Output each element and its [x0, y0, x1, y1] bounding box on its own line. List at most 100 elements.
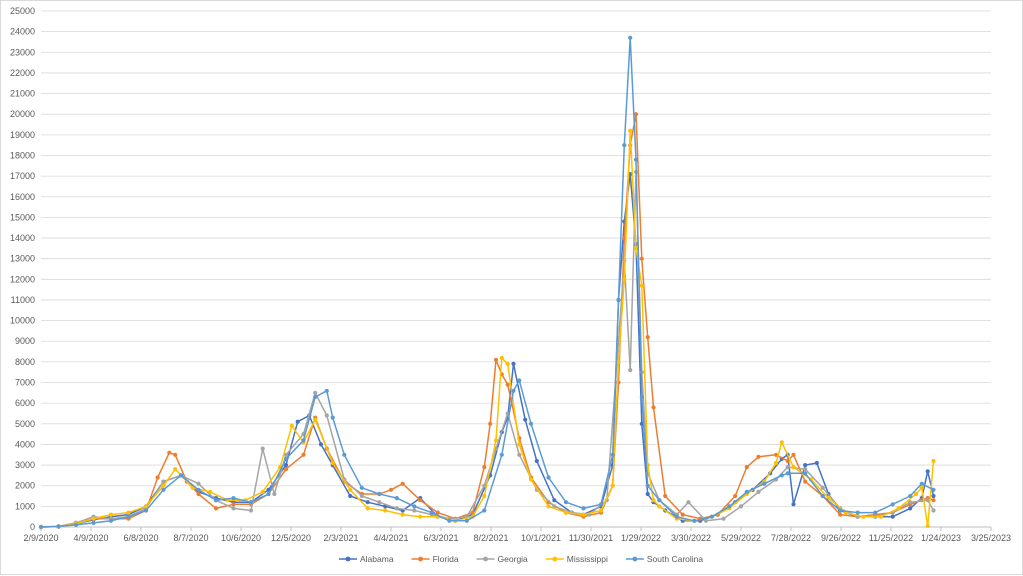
data-point	[283, 463, 289, 468]
legend: Alabama Florida Georgia Mississippi South Ca…	[339, 554, 703, 564]
data-point	[248, 500, 254, 505]
data-point	[663, 493, 668, 499]
data-point	[365, 506, 370, 511]
data-point	[517, 378, 522, 383]
series-south-carolina	[38, 35, 936, 530]
data-point	[738, 504, 744, 509]
data-point	[283, 456, 289, 461]
x-tick-label: 3/25/2023	[971, 533, 1011, 543]
series-line	[40, 173, 935, 528]
x-tick-label: 11/30/2021	[569, 533, 613, 543]
data-point	[383, 508, 388, 513]
data-point	[639, 394, 644, 400]
data-point	[563, 500, 569, 505]
data-point	[429, 510, 434, 515]
x-tick-label: 2/3/2021	[323, 533, 358, 543]
data-point	[639, 256, 644, 261]
data-point	[733, 493, 738, 499]
x-tick-label: 9/26/2022	[821, 533, 861, 543]
data-point	[517, 452, 522, 457]
data-point	[855, 510, 860, 515]
data-point	[359, 493, 364, 499]
x-tick-label: 1/24/2023	[921, 533, 961, 543]
data-point	[295, 419, 300, 424]
data-point	[283, 467, 289, 472]
data-point	[161, 483, 166, 488]
data-point	[400, 512, 405, 517]
data-point	[400, 481, 405, 486]
data-point	[628, 128, 633, 133]
data-point	[803, 479, 808, 484]
x-tick-label: 2/9/2020	[23, 533, 58, 543]
data-point	[925, 469, 930, 474]
data-point	[91, 520, 96, 526]
y-tick-label: 8000	[15, 357, 35, 367]
data-point	[196, 491, 201, 497]
data-point	[173, 467, 178, 472]
data-point	[721, 516, 726, 521]
data-point	[143, 508, 149, 513]
data-point	[803, 463, 808, 468]
data-point	[167, 450, 172, 455]
data-point	[628, 368, 633, 373]
legend-label: South Carolina	[647, 554, 704, 564]
data-point	[523, 417, 528, 422]
data-point	[803, 467, 808, 472]
legend-swatch-marker	[483, 556, 488, 562]
y-tick-label: 17000	[10, 171, 35, 181]
data-point	[534, 458, 539, 464]
data-point	[744, 489, 749, 494]
data-point	[73, 522, 79, 528]
data-point	[493, 357, 499, 362]
series-line	[40, 113, 934, 528]
x-tick-label: 5/29/2022	[721, 533, 761, 543]
data-point	[890, 502, 895, 507]
legend-swatch-marker	[632, 556, 638, 562]
data-point	[546, 475, 551, 480]
data-point	[330, 460, 335, 466]
data-point	[645, 335, 650, 340]
data-point	[919, 485, 924, 490]
data-point	[266, 491, 271, 497]
data-point	[896, 506, 901, 511]
data-point	[511, 388, 516, 393]
data-point	[703, 518, 709, 523]
data-point	[482, 483, 487, 488]
legend-swatch-marker	[418, 556, 423, 562]
data-point	[511, 361, 516, 366]
y-tick-label: 18000	[10, 150, 35, 160]
data-point	[657, 504, 662, 509]
data-point	[657, 498, 662, 503]
data-point	[289, 423, 294, 428]
data-point	[143, 504, 149, 509]
data-point	[639, 283, 644, 288]
y-tick-label: 4000	[15, 439, 35, 449]
data-point	[873, 510, 878, 515]
data-point	[318, 442, 324, 447]
data-point	[418, 514, 423, 519]
data-point	[791, 465, 796, 470]
data-point	[908, 493, 913, 499]
data-point	[931, 508, 936, 513]
x-tick-label: 6/3/2021	[423, 533, 458, 543]
data-point	[56, 524, 61, 529]
x-tick-label: 6/8/2020	[123, 533, 158, 543]
y-tick-label: 7000	[15, 378, 35, 388]
data-point	[878, 514, 884, 519]
x-tick-label: 10/1/2021	[521, 533, 561, 543]
y-tick-label: 16000	[10, 192, 35, 202]
y-tick-label: 20000	[10, 109, 35, 119]
x-tick-label: 4/9/2020	[73, 533, 108, 543]
legend-item: Alabama	[339, 554, 394, 564]
y-tick-label: 15000	[10, 212, 35, 222]
data-point	[464, 518, 469, 523]
y-tick-label: 2000	[15, 481, 35, 491]
data-point	[686, 500, 691, 505]
gridlines	[41, 10, 991, 507]
data-point	[365, 500, 370, 505]
data-point	[890, 514, 895, 519]
data-point	[394, 506, 399, 511]
data-point	[231, 506, 236, 511]
data-point	[598, 508, 604, 513]
